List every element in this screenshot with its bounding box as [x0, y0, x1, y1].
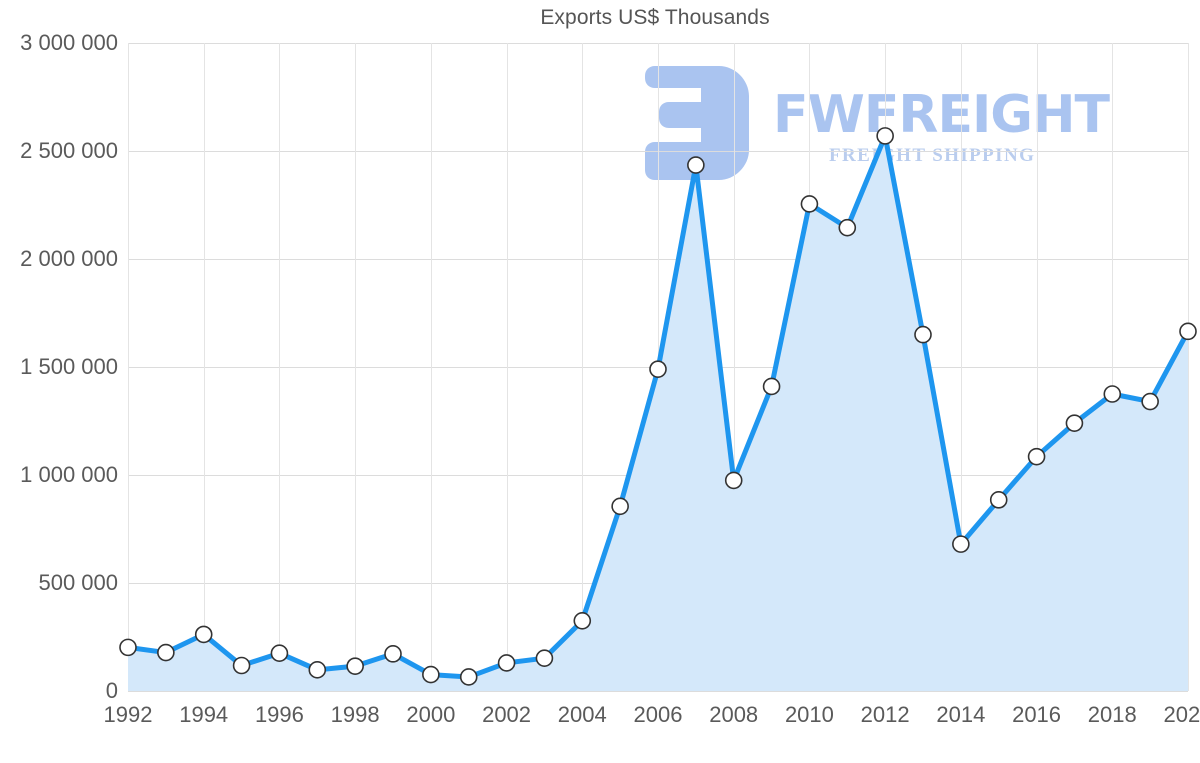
data-point-marker[interactable]	[952, 535, 970, 553]
data-point-marker[interactable]	[876, 127, 894, 145]
gridline-horizontal	[128, 691, 1188, 692]
gridline-vertical	[1188, 43, 1189, 691]
data-point-marker[interactable]	[611, 497, 629, 516]
data-point-marker[interactable]	[989, 491, 1008, 509]
x-axis-tick-label: 1998	[330, 702, 380, 727]
data-point-marker[interactable]	[422, 665, 440, 684]
data-point-marker[interactable]	[1141, 392, 1159, 411]
data-point-marker[interactable]	[308, 661, 327, 679]
data-point-marker[interactable]	[1103, 385, 1122, 403]
gridline-vertical	[1036, 43, 1038, 691]
data-point-marker[interactable]	[194, 625, 213, 644]
gridline-vertical	[430, 43, 432, 691]
x-axis-tick-label: 2002	[482, 702, 532, 727]
x-axis-tick-label: 2020	[1163, 702, 1200, 727]
data-point-marker[interactable]	[1065, 414, 1084, 432]
data-point-marker[interactable]	[459, 668, 478, 686]
data-point-marker[interactable]	[232, 656, 251, 675]
data-point-marker[interactable]	[687, 156, 705, 174]
x-axis-tick-label: 2010	[784, 702, 834, 727]
x-axis-tick-label: 2008	[709, 702, 759, 727]
x-axis-tick-label: 1992	[103, 702, 153, 727]
gridline-vertical	[203, 43, 205, 691]
x-axis-tick-label: 2018	[1087, 702, 1137, 727]
gridline-vertical	[733, 43, 735, 691]
data-point-marker[interactable]	[1179, 322, 1197, 341]
x-axis-tick-label: 1994	[179, 702, 229, 727]
data-point-marker[interactable]	[119, 638, 137, 657]
data-point-marker[interactable]	[838, 218, 857, 237]
gridline-vertical	[128, 43, 129, 691]
x-axis-tick-label: 2006	[633, 702, 683, 727]
data-point-marker[interactable]	[1027, 447, 1046, 466]
data-point-marker[interactable]	[497, 654, 516, 672]
gridline-vertical	[960, 43, 962, 691]
x-axis-tick-label: 2012	[860, 702, 910, 727]
data-point-marker[interactable]	[384, 645, 402, 663]
x-axis-tick-label: 2016	[1012, 702, 1062, 727]
data-point-marker[interactable]	[535, 649, 554, 667]
gridline-vertical	[582, 43, 584, 691]
data-point-marker[interactable]	[800, 195, 819, 213]
x-axis-tick-label: 2014	[936, 702, 986, 727]
data-point-marker[interactable]	[649, 360, 667, 378]
data-point-marker[interactable]	[724, 471, 743, 490]
series-area-fill	[128, 135, 1188, 691]
chart-title: Exports US$ Thousands	[540, 6, 770, 29]
data-point-marker[interactable]	[573, 611, 592, 630]
data-point-marker[interactable]	[914, 325, 932, 344]
data-point-marker[interactable]	[157, 643, 175, 662]
data-point-marker[interactable]	[762, 377, 781, 396]
x-axis-tick-label: 1996	[254, 702, 304, 727]
gridline-vertical	[506, 43, 508, 691]
gridline-vertical	[279, 43, 281, 691]
data-point-marker[interactable]	[270, 644, 289, 663]
data-point-marker[interactable]	[346, 657, 364, 675]
x-axis-tick-label: 2000	[406, 702, 456, 727]
x-axis-tick-label: 2004	[557, 702, 607, 727]
gridline-vertical	[355, 43, 357, 691]
gridline-vertical	[1112, 43, 1114, 691]
